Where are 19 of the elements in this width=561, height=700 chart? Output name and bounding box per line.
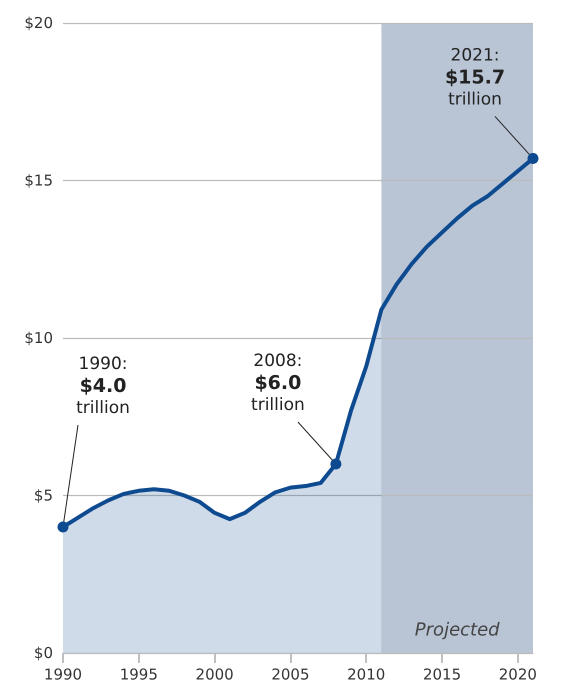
point	[528, 152, 538, 164]
y-tick-label: $10	[24, 329, 53, 347]
x-tick-label: 2010	[347, 666, 386, 684]
y-tick-label: $5	[34, 486, 53, 504]
y-tick-label: $20	[24, 14, 53, 32]
annotation: 1990: $4.0 trillion	[76, 354, 130, 418]
x-tick-label: 1990	[44, 666, 82, 684]
x-tick-label: 2000	[196, 666, 234, 684]
x-tick-label: 2015	[422, 666, 462, 684]
x-tick-label: 2005	[271, 666, 310, 684]
point	[330, 458, 342, 470]
annotation: 2021: $15.7 trillion	[444, 45, 506, 110]
x-tick-label: 2020	[498, 666, 537, 684]
band-label: Projected	[414, 620, 500, 640]
y-tick-label: $0	[34, 644, 53, 662]
annotation: 2008: $6.0 trillion	[251, 351, 305, 415]
y-tick-label: $15	[24, 172, 53, 190]
point	[58, 522, 68, 532]
x-tick-label: 1995	[120, 666, 158, 684]
